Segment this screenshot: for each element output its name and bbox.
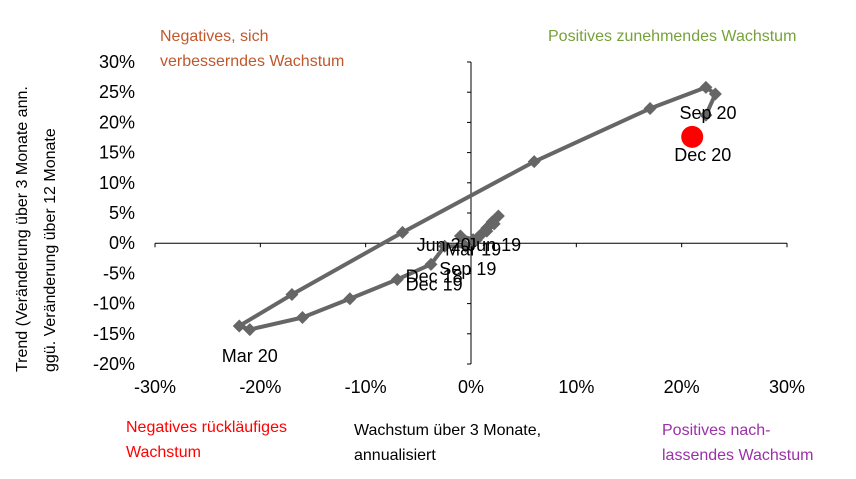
x-tick-label: 20%: [664, 377, 700, 397]
data-point-marker: [699, 80, 713, 94]
data-point-marker: [708, 87, 722, 101]
x-axis-label-line: annualisiert: [354, 447, 436, 464]
y-tick-label: 25%: [99, 82, 135, 102]
quadrant-label-line: lassendes Wachstum: [662, 447, 814, 464]
x-tick-label: 30%: [769, 377, 805, 397]
y-tick-label: 20%: [99, 112, 135, 132]
data-point-marker: [643, 102, 657, 116]
y-axis-label-line-2: ggü. Veränderung über 12 Monate: [42, 128, 59, 372]
point-annotation: Sep 19: [439, 259, 496, 279]
quadrant-label-bottom-left: Negatives rückläufiges Wachstum: [126, 415, 287, 465]
data-point-marker: [453, 229, 467, 243]
data-point-marker: [285, 288, 299, 302]
data-point-marker: [295, 310, 309, 324]
data-point-marker: [424, 257, 438, 271]
y-axis-label-line-1: Trend (Veränderung über 3 Monate ann.: [14, 86, 31, 372]
y-tick-label: 15%: [99, 143, 135, 163]
data-point-marker: [438, 239, 452, 253]
quadrant-label-line: verbesserndes Wachstum: [160, 53, 345, 70]
x-axis-label: Wachstum über 3 Monate, annualisiert: [354, 418, 541, 468]
quadrant-label-line: Negatives rückläufiges: [126, 419, 287, 436]
data-point-marker: [459, 239, 473, 253]
data-point-marker: [699, 108, 713, 122]
data-point-marker: [232, 319, 246, 333]
y-tick-label: -5%: [103, 263, 135, 283]
data-point-marker: [527, 155, 541, 169]
x-tick-label: -10%: [345, 377, 387, 397]
highlight-point: [681, 125, 704, 148]
x-tick-label: -30%: [134, 377, 176, 397]
quadrant-label-line: Negatives, sich: [160, 28, 269, 45]
series-line: [237, 85, 718, 332]
data-point-marker: [487, 217, 501, 231]
quadrant-label-top-right: Positives zunehmendes Wachstum: [548, 24, 796, 49]
point-annotation: Sep 20: [679, 103, 736, 123]
quadrant-label-line: Positives zunehmendes Wachstum: [548, 28, 797, 45]
quadrant-label-bottom-right: Positives nach- lassendes Wachstum: [662, 418, 813, 468]
x-tick-label: 10%: [558, 377, 594, 397]
point-annotation: Jun 19: [467, 235, 521, 255]
data-point-marker: [390, 272, 404, 286]
point-annotation: Dec 19: [406, 274, 463, 294]
y-tick-label: 5%: [109, 203, 135, 223]
quadrant-label-line: Positives nach-: [662, 422, 771, 439]
point-annotation: Dec 18: [406, 266, 463, 286]
y-tick-label: -15%: [93, 324, 135, 344]
data-point-marker: [243, 323, 257, 337]
x-tick-label: 0%: [458, 377, 484, 397]
quadrant-label-top-left: Negatives, sich verbesserndes Wachstum: [160, 24, 344, 74]
data-point-marker: [343, 292, 357, 306]
x-tick-label: -20%: [239, 377, 281, 397]
y-tick-label: 0%: [109, 233, 135, 253]
quadrant-label-line: Wachstum: [126, 444, 201, 461]
point-annotation: Dec 20: [674, 145, 731, 165]
x-axis-label-line: Wachstum über 3 Monate,: [354, 422, 542, 439]
y-tick-label: -20%: [93, 354, 135, 374]
point-annotation: Jun 20: [417, 235, 471, 255]
data-point-marker: [396, 225, 410, 239]
y-tick-label: 10%: [99, 173, 135, 193]
y-tick-label: -10%: [93, 294, 135, 314]
y-tick-label: 30%: [99, 52, 135, 72]
data-point-marker: [466, 233, 480, 247]
point-annotation: Mar 19: [445, 239, 501, 259]
point-annotation: Mar 20: [222, 346, 278, 366]
